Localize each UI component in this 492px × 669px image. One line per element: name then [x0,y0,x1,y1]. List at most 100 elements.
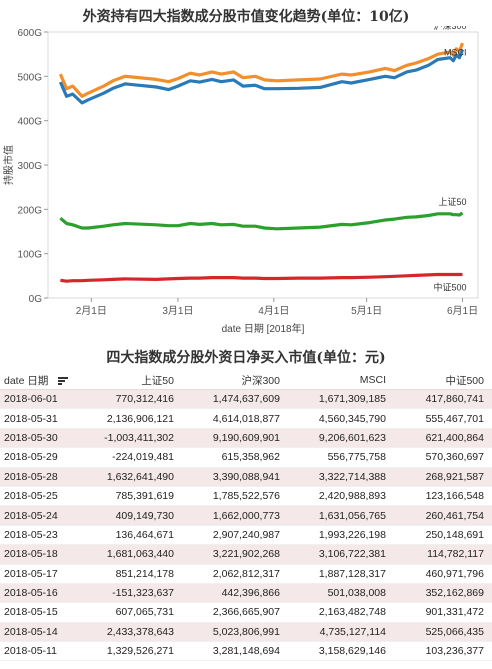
table-cell-value: 1,632,641,490 [84,467,182,487]
table-cell-value: 1,329,526,271 [84,641,182,662]
table-cell-value: 1,671,309,185 [288,389,394,410]
table-row: 2018-05-18 1,681,063,440 3,221,902,268 3,10… [0,544,492,565]
net-buy-table: date 日期 上证50 沪深300 MSCI 中证500 2018-06-01… [0,371,492,662]
table-cell-value: 901,331,472 [394,602,492,623]
table-cell-value: -224,019,481 [84,447,182,468]
table-row: 2018-06-01 770,312,416 1,474,637,609 1,671,… [0,389,492,410]
table-cell-value: 570,360,697 [394,447,492,468]
series-line [59,211,464,231]
series-label: MSCI [444,48,467,58]
table-cell-value: 501,038,008 [288,583,394,604]
table-cell-value: 3,390,088,941 [182,467,288,487]
y-tick-label: 100G [18,250,43,261]
table-cell-value: 3,281,148,694 [182,641,288,662]
table-cell-value: 555,467,701 [394,408,492,429]
series-label: 沪深300 [434,26,467,31]
table-cell-value: 607,065,731 [84,602,182,623]
table-cell-date: 2018-05-30 [0,428,84,449]
table-title: 四大指数成分股外资日净买入市值(单位：元) [106,350,386,366]
table-cell-value: 250,148,691 [394,525,492,546]
table-cell-date: 2018-05-17 [0,564,84,584]
table-row: 2018-05-28 1,632,641,490 3,390,088,941 3,32… [0,467,492,487]
series-line [58,42,465,98]
series-label: 中证500 [434,282,467,293]
table-cell-value: 525,066,435 [394,622,492,643]
sort-icon[interactable] [58,376,69,386]
series-labels: 沪深300 MSCI 上证50 中证500 [434,26,467,293]
table-cell-value: 2,163,482,748 [288,602,394,623]
x-axis: 2月1日 3月1日 4月1日 5月1日 6月1日 [76,298,478,317]
x-tick-label: 2月1日 [76,305,107,317]
table-cell-value: 3,106,722,381 [288,544,394,565]
table-row: 2018-05-15 607,065,731 2,366,665,907 2,163,… [0,602,492,623]
table-cell-value: 2,907,240,987 [182,525,288,546]
table-cell-value: 2,062,812,317 [182,564,288,584]
table-cell-value: 9,190,609,901 [182,428,288,449]
table-cell-value: 851,214,178 [84,564,182,584]
table-cell-value: 1,993,226,198 [288,525,394,546]
table-cell-date: 2018-05-15 [0,602,84,623]
chart-title: 外资持有四大指数成分股市值变化趋势(单位：10亿) [82,9,410,25]
line-chart: 0G 100G 200G 300G 400G 500G 600G 2月1日 3月1日 4月1日 5… [2,26,479,335]
table-row: 2018-05-30 -1,003,411,302 9,190,609,901 9,2… [0,428,492,449]
table-cell-value: 442,396,866 [182,583,288,604]
table-cell-value: 417,860,741 [394,389,492,410]
table-cell-value: 3,158,629,146 [288,641,394,662]
table-cell-value: 1,785,522,576 [182,486,288,507]
x-axis-label: date 日期 [2018年] [222,322,305,335]
table-cell-value: 4,614,018,877 [182,408,288,429]
y-tick-label: 500G [18,72,43,83]
table-cell-value: 2,420,988,893 [288,486,394,507]
table-cell-value: 136,464,671 [84,525,182,546]
table-cell-date: 2018-05-28 [0,467,84,487]
table-cell-value: 460,971,796 [394,564,492,584]
table-row: 2018-05-23 136,464,671 2,907,240,987 1,993,… [0,525,492,546]
header-zz500[interactable]: 中证500 [394,371,492,390]
table-cell-value: 785,391,619 [84,486,182,507]
table-row: 2018-05-24 409,149,730 1,662,000,773 1,631,… [0,505,492,526]
table-row: 2018-05-14 2,433,378,643 5,023,806,991 4,73… [0,622,492,643]
y-tick-label: 600G [18,28,43,39]
y-tick-label: 0G [29,294,43,305]
header-hs300[interactable]: 沪深300 [182,371,288,390]
y-tick-label: 300G [18,161,43,172]
table-cell-value: 114,782,117 [394,544,492,565]
table-cell-date: 2018-06-01 [0,389,84,410]
header-msci[interactable]: MSCI [288,371,394,390]
table-cell-value: 123,166,548 [394,486,492,507]
table-cell-value: -151,323,637 [84,583,182,604]
table-cell-value: 1,681,063,440 [84,544,182,565]
header-date[interactable]: date 日期 [0,371,84,390]
x-tick-label: 3月1日 [162,305,193,317]
table-row: 2018-05-31 2,136,906,121 4,614,018,877 4,56… [0,408,492,429]
table-cell-date: 2018-05-25 [0,486,84,507]
table-cell-value: 556,775,758 [288,447,394,468]
table-cell-value: 2,433,378,643 [84,622,182,643]
series-line [58,49,464,105]
table-cell-value: 352,162,869 [394,583,492,604]
series-label: 上证50 [439,197,467,207]
header-sz50[interactable]: 上证50 [84,371,182,390]
table-body: 2018-06-01 770,312,416 1,474,637,609 1,671,… [0,389,492,662]
table-cell-value: 103,236,377 [394,641,492,662]
y-tick-label: 400G [18,117,43,128]
table-cell-value: 5,023,806,991 [182,622,288,643]
table-cell-date: 2018-05-23 [0,525,84,546]
table-cell-value: 1,887,128,317 [288,564,394,584]
table-cell-date: 2018-05-29 [0,447,84,468]
table-cell-value: 4,735,127,114 [288,622,394,643]
x-tick-label: 5月1日 [351,305,382,317]
table-row: 2018-05-29 -224,019,481 615,358,962 556,775… [0,447,492,468]
table-cell-value: 621,400,864 [394,428,492,449]
table-cell-date: 2018-05-14 [0,622,84,643]
table-cell-date: 2018-05-11 [0,641,84,662]
table-header-row: date 日期 上证50 沪深300 MSCI 中证500 [0,371,492,390]
table-cell-value: 409,149,730 [84,505,182,526]
table-cell-value: 615,358,962 [182,447,288,468]
table-cell-value: 2,136,906,121 [84,408,182,429]
table-row: 2018-05-25 785,391,619 1,785,522,576 2,420,… [0,486,492,507]
table-cell-value: 1,631,056,765 [288,505,394,526]
table-cell-value: 3,221,902,268 [182,544,288,565]
y-axis-label: 持股市值 [2,145,15,185]
series-layer [58,42,465,283]
